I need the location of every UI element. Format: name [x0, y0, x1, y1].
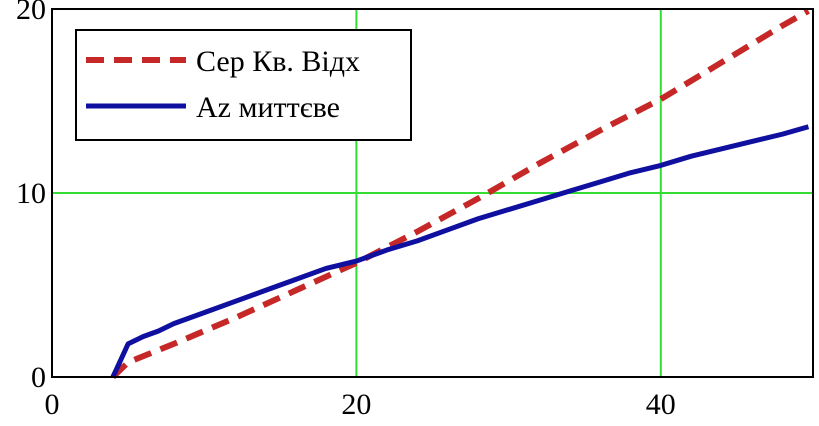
y-tick-label-0: 0	[31, 361, 46, 394]
plot-frame	[51, 8, 814, 378]
legend-label-az: Az миттєве	[196, 91, 340, 124]
legend-box	[75, 29, 412, 141]
legend-label-sko: Сер Кв. Відх	[196, 45, 360, 78]
series-line-1	[110, 124, 810, 379]
y-tick-label-2: 20	[16, 0, 46, 26]
y-tick-label-1: 10	[16, 177, 46, 210]
series-layer	[110, 8, 810, 380]
tick-labels: 0 20 40 0 10 20	[16, 0, 676, 421]
series-line-0	[110, 8, 810, 380]
x-tick-label-1: 20	[341, 388, 371, 421]
x-tick-label-2: 40	[646, 388, 676, 421]
legend: Сер Кв. Відх Az миттєве	[75, 29, 412, 141]
x-tick-label-0: 0	[45, 388, 60, 421]
